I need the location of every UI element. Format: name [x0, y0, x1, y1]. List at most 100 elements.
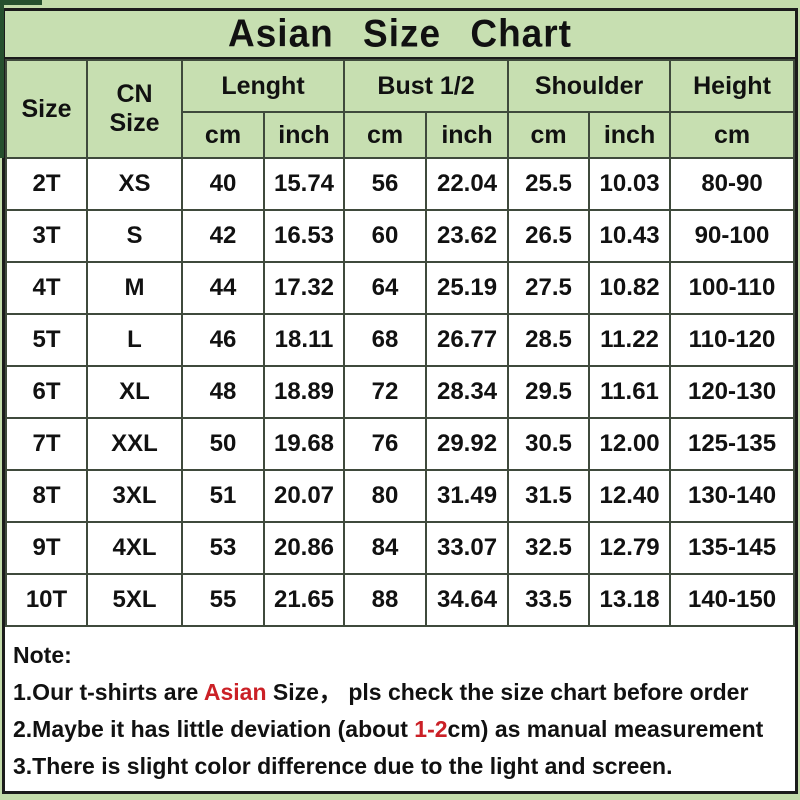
table-cell: XXL [86, 417, 183, 471]
table-cell: 31.5 [507, 469, 591, 523]
table-cell: 60 [343, 209, 428, 263]
table-cell: 130-140 [669, 469, 795, 523]
table-cell: 110-120 [669, 313, 795, 367]
table-cell: 33.07 [425, 521, 510, 575]
table-cell: 10T [5, 573, 88, 627]
table-cell: 46 [181, 313, 265, 367]
table-cell: 72 [343, 365, 428, 419]
page-title: Asian Size Chart [228, 11, 572, 55]
table-cell: 15.74 [262, 157, 346, 211]
table-cell: 140-150 [669, 573, 795, 627]
table-row: 8T 3XL 51 20.07 80 31.49 31.5 12.40 130-140 [5, 469, 795, 523]
table-cell: 51 [181, 469, 265, 523]
unit-header-cm: cm [507, 111, 591, 159]
table-cell: 4XL [86, 521, 183, 575]
table-cell: 88 [343, 573, 428, 627]
table-cell: 6T [5, 365, 88, 419]
note-line-2-highlight: 1-2 [414, 716, 448, 742]
note-line-2-text: cm) as manual measurement [447, 716, 764, 742]
table-cell: 25.19 [425, 261, 510, 315]
table-cell: 5T [5, 313, 88, 367]
table-cell: 12.00 [588, 417, 672, 471]
table-cell: 42 [181, 209, 265, 263]
scan-edge-artifact-vertical [0, 0, 4, 158]
unit-header-inch: inch [262, 111, 346, 159]
table-cell: 10.43 [588, 209, 672, 263]
table-cell: 8T [5, 469, 88, 523]
size-chart-sheet: Asian Size Chart Size CN Size Lenght Bus… [2, 8, 798, 794]
unit-header-inch: inch [425, 111, 510, 159]
table-cell: 29.5 [507, 365, 591, 419]
table-cell: 32.5 [507, 521, 591, 575]
table-cell: L [86, 313, 183, 367]
table-cell: 100-110 [669, 261, 795, 315]
note-line-2-text: 2.Maybe it has little deviation (about [13, 716, 415, 742]
table-cell: XL [86, 365, 183, 419]
note-heading: Note: [13, 642, 72, 668]
table-cell: 84 [343, 521, 428, 575]
table-cell: 21.65 [262, 573, 346, 627]
table-cell: 17.32 [262, 261, 346, 315]
table-cell: 53 [181, 521, 265, 575]
table-cell: 56 [343, 157, 428, 211]
table-row: 7T XXL 50 19.68 76 29.92 30.5 12.00 125-135 [5, 417, 795, 471]
table-cell: 12.40 [588, 469, 672, 523]
unit-header-cm: cm [343, 111, 428, 159]
table-cell: 3T [5, 209, 88, 263]
table-cell: 34.64 [425, 573, 510, 627]
col-header-cn-size: CN Size [86, 59, 183, 159]
table-cell: 10.03 [588, 157, 672, 211]
table-cell: 27.5 [507, 261, 591, 315]
table-cell: 48 [181, 365, 265, 419]
unit-header-inch: inch [588, 111, 672, 159]
table-row: 2T XS 40 15.74 56 22.04 25.5 10.03 80-90 [5, 157, 795, 211]
col-header-size: Size [5, 59, 88, 159]
table-cell: 80-90 [669, 157, 795, 211]
table-cell: 9T [5, 521, 88, 575]
table-cell: 30.5 [507, 417, 591, 471]
table-cell: 29.92 [425, 417, 510, 471]
note-line-1-highlight: Asian [203, 679, 267, 705]
table-cell: 31.49 [425, 469, 510, 523]
table-row: 5T L 46 18.11 68 26.77 28.5 11.22 110-120 [5, 313, 795, 367]
title-bar: Asian Size Chart [5, 11, 795, 59]
table-cell: XS [86, 157, 183, 211]
table-cell: 18.11 [262, 313, 346, 367]
note-section: Note: 1.Our t-shirts are Asian Size， pls… [5, 627, 795, 791]
table-cell: 44 [181, 261, 265, 315]
unit-header-cm: cm [181, 111, 265, 159]
table-cell: 80 [343, 469, 428, 523]
table-cell: 12.79 [588, 521, 672, 575]
table-cell: 28.5 [507, 313, 591, 367]
table-row: 9T 4XL 53 20.86 84 33.07 32.5 12.79 135-145 [5, 521, 795, 575]
size-chart-table: Size CN Size Lenght Bust 1/2 Shoulder He… [5, 59, 795, 627]
table-cell: 2T [5, 157, 88, 211]
table-cell: 64 [343, 261, 428, 315]
table-cell: 18.89 [262, 365, 346, 419]
table-cell: 10.82 [588, 261, 672, 315]
table-cell: 125-135 [669, 417, 795, 471]
table-cell: 33.5 [507, 573, 591, 627]
table-cell: S [86, 209, 183, 263]
table-cell: 4T [5, 261, 88, 315]
table-cell: M [86, 261, 183, 315]
table-cell: 76 [343, 417, 428, 471]
header-row-units: cm inch cm inch cm inch cm [6, 111, 795, 159]
table-cell: 3XL [86, 469, 183, 523]
table-row: 6T XL 48 18.89 72 28.34 29.5 11.61 120-130 [5, 365, 795, 419]
table-cell: 20.86 [262, 521, 346, 575]
note-line-3: 3.There is slight color difference due t… [13, 753, 673, 779]
table-cell: 28.34 [425, 365, 510, 419]
table-cell: 120-130 [669, 365, 795, 419]
note-line-2: 2.Maybe it has little deviation (about 1… [13, 711, 787, 748]
scan-edge-artifact-horizontal [0, 0, 42, 5]
table-cell: 22.04 [425, 157, 510, 211]
table-cell: 23.62 [425, 209, 510, 263]
table-cell: 25.5 [507, 157, 591, 211]
table-row: 4T M 44 17.32 64 25.19 27.5 10.82 100-110 [5, 261, 795, 315]
table-cell: 68 [343, 313, 428, 367]
table-cell: 26.77 [425, 313, 510, 367]
col-header-length: Lenght [180, 59, 346, 113]
col-header-height: Height [669, 59, 795, 113]
